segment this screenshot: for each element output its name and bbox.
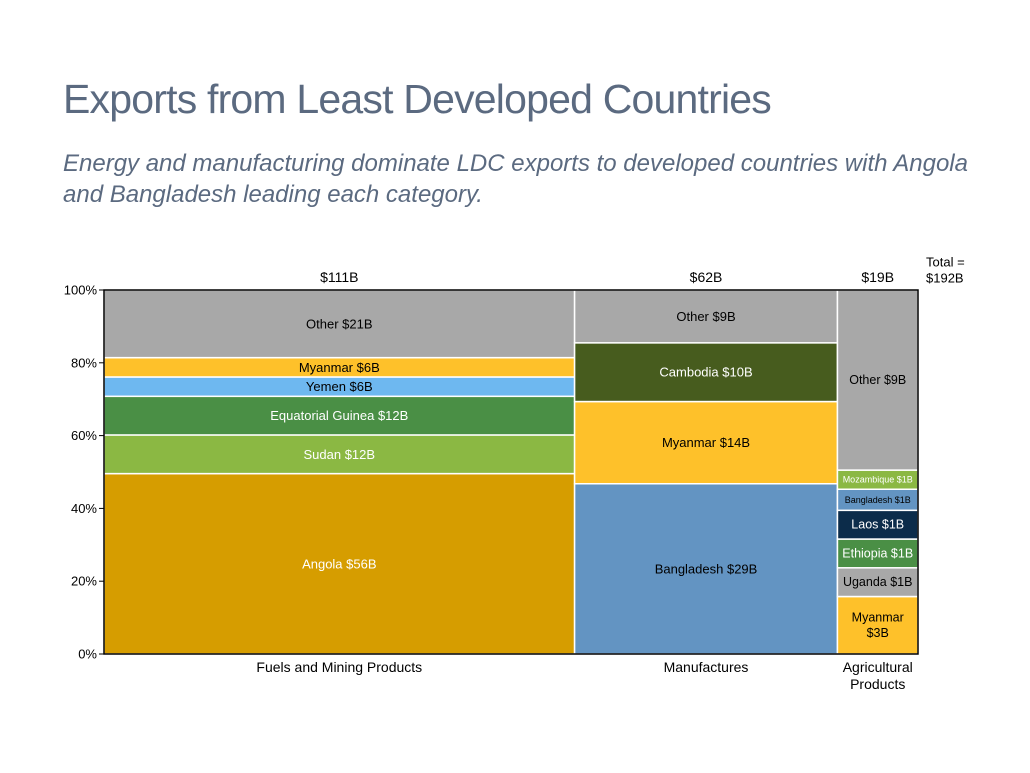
plot-border bbox=[103, 289, 919, 655]
column-total-2: $19B bbox=[861, 269, 894, 285]
segment-label-2-mozambique-1b: Mozambique $1B bbox=[843, 475, 913, 485]
segment-label-1-bangladesh-29b: Bangladesh $29B bbox=[655, 561, 758, 576]
segment-label-0-angola-56b: Angola $56B bbox=[302, 556, 376, 571]
grand-total-value: $192B bbox=[926, 271, 964, 286]
segment-label-0-myanmar-6b: Myanmar $6B bbox=[299, 360, 380, 375]
y-tick-label-0: 0% bbox=[78, 647, 97, 662]
segment-label-0-sudan-12b: Sudan $12B bbox=[304, 447, 376, 462]
grand-total-label: Total = bbox=[926, 255, 965, 270]
y-tick-label-2: 40% bbox=[71, 501, 97, 516]
y-tick-label-5: 100% bbox=[64, 283, 98, 298]
category-label-2: Products bbox=[850, 676, 905, 692]
segment-label-2-myanmar-3b: Myanmar bbox=[852, 611, 904, 625]
segment-2-myanmar-3b bbox=[836, 595, 919, 655]
segment-label-2-other-9b: Other $9B bbox=[849, 373, 906, 387]
segment-label-0-equatorial-guinea-12b: Equatorial Guinea $12B bbox=[270, 408, 408, 423]
segment-1-other-9b bbox=[573, 289, 839, 344]
segment-2-ethiopia-1b bbox=[836, 538, 919, 569]
segment-1-myanmar-14b bbox=[573, 400, 839, 485]
segment-label-2-ethiopia-1b: Ethiopia $1B bbox=[842, 546, 913, 560]
chart-subtitle: Energy and manufacturing dominate LDC ex… bbox=[63, 150, 968, 208]
segment-label-2-uganda-1b: Uganda $1B bbox=[843, 575, 913, 589]
segment-label-0-yemen-6b: Yemen $6B bbox=[306, 379, 373, 394]
segment-label-1-other-9b: Other $9B bbox=[676, 309, 735, 324]
y-tick-label-4: 80% bbox=[71, 355, 97, 370]
segment-label-2-laos-1b: Laos $1B bbox=[851, 518, 904, 532]
category-label-0: Fuels and Mining Products bbox=[256, 659, 422, 675]
category-label-1: Manufactures bbox=[664, 659, 749, 675]
segment-label-1-cambodia-10b: Cambodia $10B bbox=[659, 365, 752, 380]
column-total-1: $62B bbox=[690, 269, 723, 285]
y-tick-label-3: 60% bbox=[71, 428, 97, 443]
category-label-2: Agricultural bbox=[843, 659, 913, 675]
segment-label-2-bangladesh-1b: Bangladesh $1B bbox=[845, 495, 911, 505]
segment-0-other-21b bbox=[103, 289, 576, 359]
segment-label-2-myanmar-3b: $3B bbox=[867, 626, 889, 640]
segment-1-bangladesh-29b bbox=[573, 482, 839, 655]
chart-title: Exports from Least Developed Countries bbox=[63, 76, 772, 122]
segment-label-1-myanmar-14b: Myanmar $14B bbox=[662, 435, 750, 450]
segment-2-laos-1b bbox=[836, 509, 919, 540]
column-total-0: $111B bbox=[320, 269, 358, 285]
segment-label-0-other-21b: Other $21B bbox=[306, 316, 373, 331]
y-tick-label-1: 20% bbox=[71, 574, 97, 589]
